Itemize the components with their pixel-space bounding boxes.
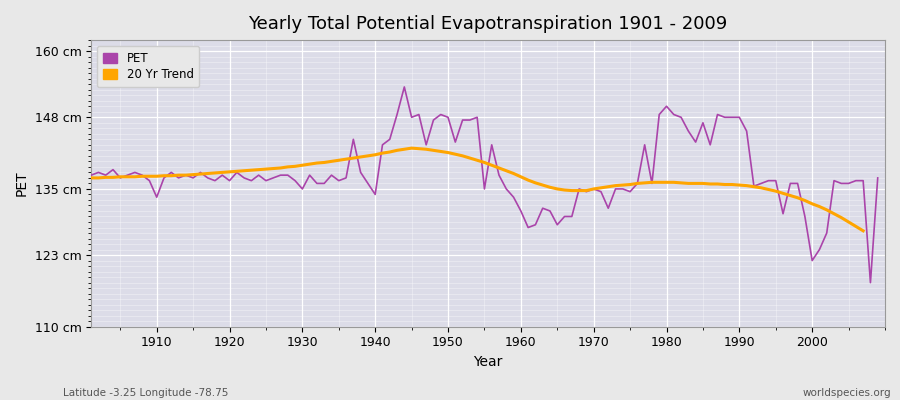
- X-axis label: Year: Year: [473, 355, 503, 369]
- Legend: PET, 20 Yr Trend: PET, 20 Yr Trend: [97, 46, 200, 87]
- Y-axis label: PET: PET: [15, 171, 29, 196]
- Text: Latitude -3.25 Longitude -78.75: Latitude -3.25 Longitude -78.75: [63, 388, 229, 398]
- Title: Yearly Total Potential Evapotranspiration 1901 - 2009: Yearly Total Potential Evapotranspiratio…: [248, 15, 728, 33]
- Text: worldspecies.org: worldspecies.org: [803, 388, 891, 398]
